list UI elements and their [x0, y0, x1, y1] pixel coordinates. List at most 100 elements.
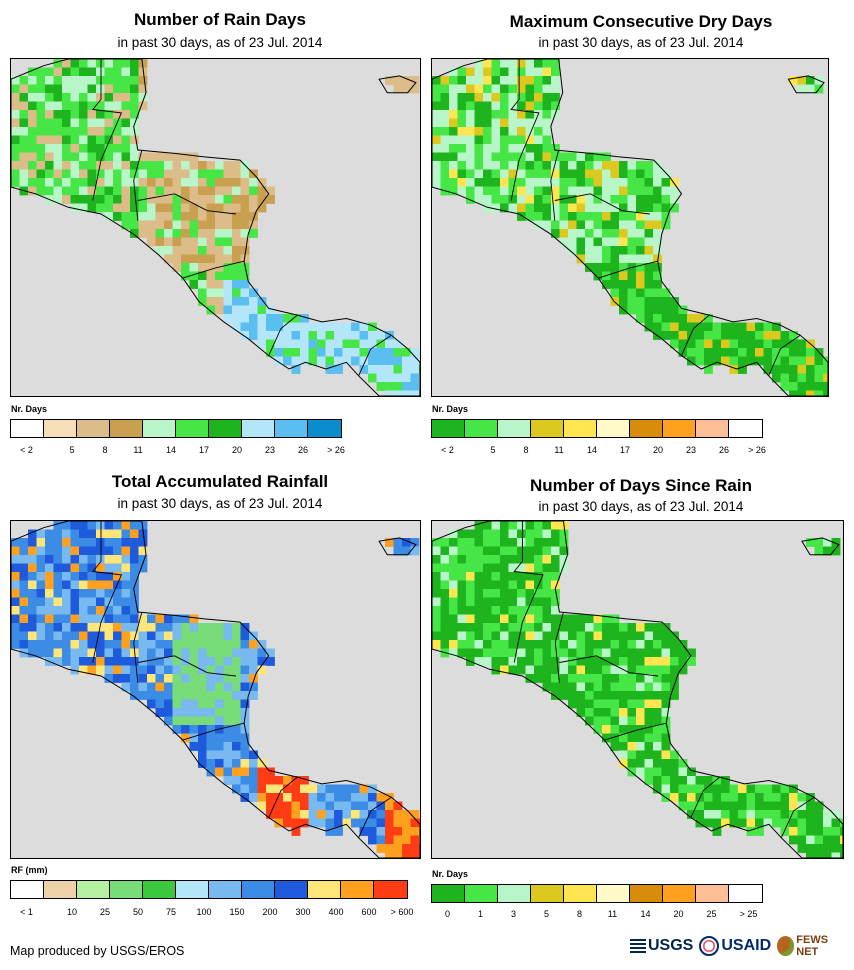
grid-cell — [585, 212, 594, 221]
grid-cell — [627, 674, 637, 683]
grid-cell — [104, 212, 114, 221]
grid-cell — [393, 818, 403, 828]
grid-cell — [517, 127, 526, 136]
grid-cell — [483, 640, 492, 649]
grid-cell — [746, 827, 756, 836]
grid-cell — [534, 203, 543, 213]
grid-cell — [517, 195, 526, 204]
grid-cell — [36, 67, 46, 77]
grid-cell — [678, 657, 688, 666]
grid-cell — [53, 76, 63, 85]
grid-cell — [240, 271, 250, 281]
grid-cell — [568, 682, 577, 692]
grid-cell — [291, 331, 301, 340]
grid-cell — [474, 93, 484, 102]
grid-cell — [585, 665, 594, 675]
grid-cell — [831, 538, 841, 547]
grid-cell — [721, 322, 730, 332]
grid-cell — [568, 246, 577, 255]
grid-cell — [62, 580, 71, 590]
grid-cell — [121, 606, 131, 615]
grid-cell — [653, 203, 662, 213]
grid-cell — [28, 631, 37, 641]
grid-cell — [474, 546, 484, 556]
grid-cell — [712, 356, 722, 366]
grid-cell — [491, 144, 501, 153]
legend-label: 20 — [652, 445, 664, 455]
grid-cell — [644, 161, 654, 170]
usgs-logo[interactable]: USGS — [630, 937, 693, 955]
grid-cell — [483, 589, 492, 598]
fews-net-logo[interactable]: FEWS NET — [777, 934, 845, 958]
grid-cell — [449, 589, 458, 598]
grid-cell — [130, 67, 139, 77]
grid-cell — [500, 127, 509, 136]
grid-cell — [19, 614, 29, 624]
grid-cell — [300, 793, 309, 802]
grid-cell — [368, 365, 377, 374]
grid-cell — [87, 640, 97, 649]
grid-cell — [789, 365, 798, 374]
grid-cell — [712, 331, 722, 340]
grid-cell — [164, 716, 173, 726]
grid-cell — [542, 59, 552, 68]
grid-cell — [432, 178, 441, 187]
grid-cell — [500, 67, 509, 77]
grid-cell — [440, 152, 450, 162]
grid-cell — [206, 623, 216, 632]
grid-cell — [806, 348, 815, 357]
grid-cell — [602, 665, 611, 675]
grid-cell — [457, 118, 467, 128]
grid-cell — [36, 572, 46, 581]
grid-cell — [517, 144, 526, 153]
grid-cell — [687, 801, 696, 811]
grid-cell — [559, 648, 569, 658]
grid-cell — [457, 93, 467, 102]
grid-cell — [525, 606, 535, 615]
grid-cell — [508, 76, 518, 85]
grid-cell — [240, 203, 250, 213]
grid-cell — [376, 373, 386, 383]
grid-cell — [240, 254, 250, 264]
grid-cell — [53, 84, 63, 94]
legend-swatch — [275, 881, 308, 898]
grid-cell — [113, 614, 122, 624]
grid-cell — [772, 348, 781, 357]
grid-cell — [483, 623, 492, 632]
grid-cell — [53, 623, 63, 632]
grid-cell — [155, 161, 165, 170]
grid-cell — [551, 597, 560, 607]
grid-cell — [440, 127, 450, 136]
grid-cell — [627, 716, 637, 726]
grid-cell — [198, 623, 207, 632]
grid-cell — [79, 614, 88, 624]
grid-cell — [661, 305, 671, 315]
grid-cell — [636, 623, 645, 632]
grid-cell — [410, 356, 420, 366]
grid-cell — [602, 631, 611, 641]
grid-cell — [138, 67, 148, 77]
grid-cell — [11, 127, 20, 136]
grid-cell — [466, 127, 475, 136]
grid-cell — [500, 648, 509, 658]
grid-cell — [466, 169, 475, 179]
grid-cell — [240, 186, 250, 196]
grid-cell — [551, 144, 560, 153]
legend-swatch — [242, 881, 275, 898]
grid-cell — [113, 665, 122, 675]
grid-cell — [79, 580, 88, 590]
grid-cell — [96, 529, 105, 539]
grid-cell — [670, 339, 679, 349]
grid-cell — [189, 271, 199, 281]
grid-cell — [164, 195, 173, 204]
usaid-logo[interactable]: USAID — [699, 936, 771, 956]
grid-cell — [636, 212, 645, 221]
country-border — [554, 193, 650, 215]
grid-cell — [517, 665, 526, 675]
grid-cell — [457, 110, 467, 119]
grid-cell — [121, 118, 131, 128]
grid-cell — [440, 623, 450, 632]
grid-cell — [508, 529, 518, 539]
grid-cell — [368, 784, 377, 794]
grid-cell — [593, 648, 603, 658]
